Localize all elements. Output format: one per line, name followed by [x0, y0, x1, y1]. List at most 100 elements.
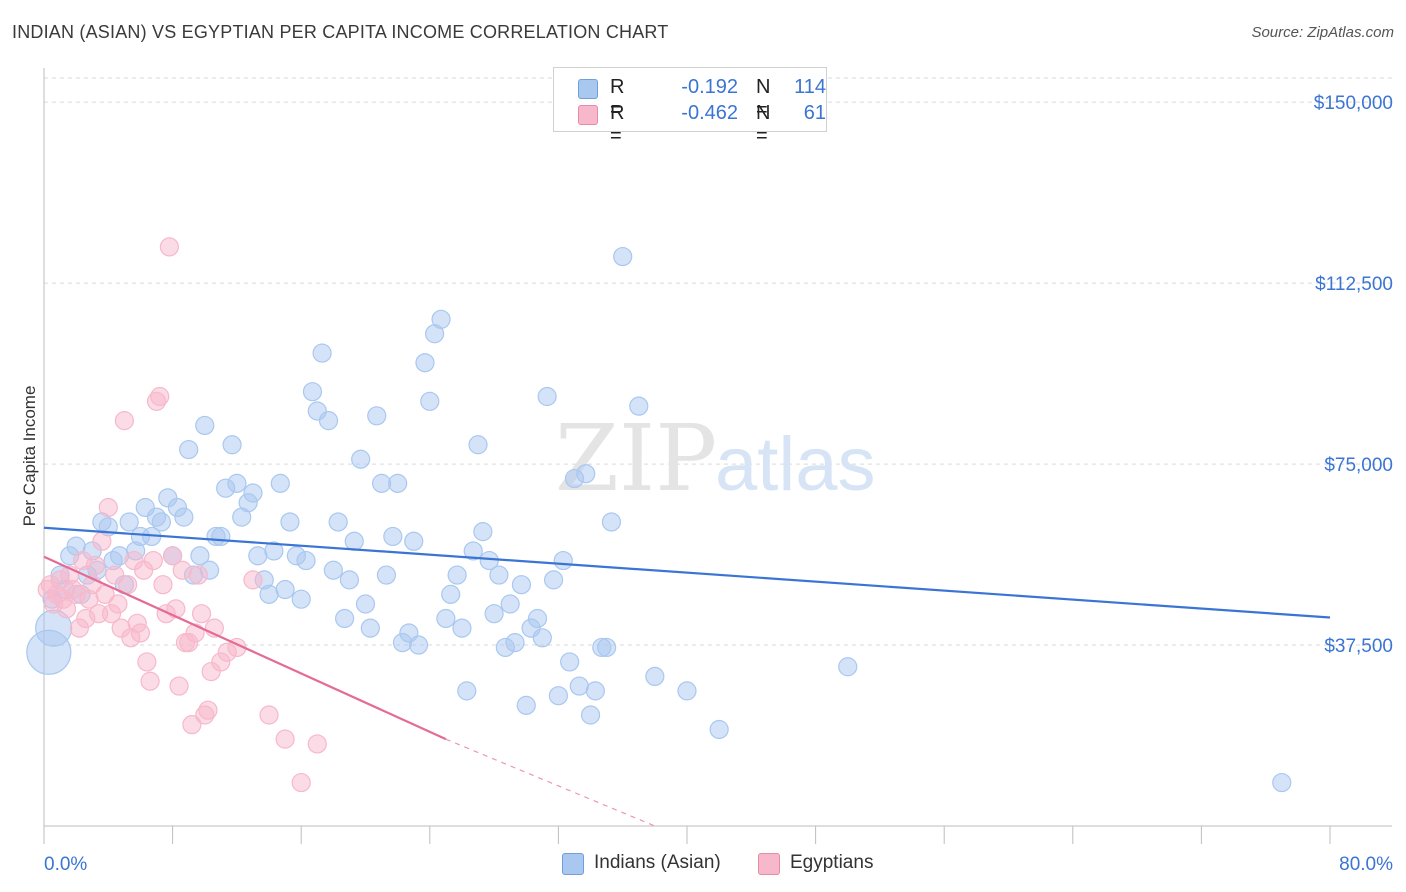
data-point: [613, 246, 633, 267]
data-point: [505, 633, 525, 653]
data-point: [408, 635, 429, 655]
source-label: Source: ZipAtlas.com: [1251, 24, 1394, 41]
data-point: [457, 681, 477, 701]
data-point: [532, 628, 552, 648]
legend-r-value: -0.462: [681, 102, 738, 124]
data-point: [463, 541, 483, 561]
data-point: [489, 565, 509, 585]
legend-r-label: R =: [610, 102, 625, 147]
data-point: [302, 382, 323, 402]
series-indians-points: [26, 246, 1292, 793]
data-point: [351, 449, 371, 469]
data-point: [56, 599, 77, 619]
x-tick-label-max: 80.0%: [1339, 854, 1393, 875]
data-point: [85, 555, 106, 576]
data-point: [838, 657, 858, 677]
data-point: [140, 671, 160, 691]
data-point: [548, 686, 569, 706]
data-point: [645, 666, 665, 687]
y-tick-label-2: $112,500: [1315, 274, 1393, 295]
data-point: [188, 565, 208, 585]
data-point: [500, 594, 520, 614]
data-point: [243, 570, 263, 590]
legend-n-value: 61: [803, 102, 826, 124]
data-point: [259, 584, 279, 604]
data-point: [335, 608, 355, 629]
bottom-legend-label-indians: Indians (Asian): [594, 852, 721, 873]
data-point: [677, 681, 697, 701]
data-point: [114, 411, 134, 431]
data-point: [388, 473, 408, 493]
data-point: [275, 579, 295, 600]
watermark-zip: ZIP: [555, 405, 717, 512]
legend-n-value: 114: [794, 76, 826, 98]
data-point: [473, 522, 493, 542]
axis-labels: $37,500 $75,000 $112,500 $150,000 0.0% 80.0% P…: [20, 93, 1393, 875]
bottom-legend-swatch-egyptians: [758, 853, 780, 875]
data-point: [98, 497, 118, 518]
legend-r-label: R =: [610, 76, 625, 121]
data-point: [172, 560, 192, 580]
data-point: [151, 512, 171, 532]
y-tick-label-3: $150,000: [1314, 93, 1393, 114]
data-point: [191, 604, 212, 624]
data-point: [92, 531, 112, 551]
data-point: [479, 550, 499, 571]
y-tick-label-0: $37,500: [1324, 636, 1393, 657]
data-point: [376, 565, 396, 585]
data-point: [291, 589, 311, 609]
data-point: [119, 512, 139, 532]
data-point: [576, 464, 596, 484]
trend-lines: [43, 526, 1331, 827]
correlation-legend: R = -0.192 N = 114 R = -0.462 N = 61: [553, 67, 827, 147]
data-point: [291, 772, 311, 793]
data-point: [312, 343, 332, 363]
data-point: [270, 473, 290, 493]
data-point: [275, 729, 295, 749]
data-point: [516, 695, 536, 715]
axes: [43, 68, 1392, 844]
data-point: [163, 546, 183, 566]
data-point: [243, 483, 263, 503]
data-point: [360, 618, 380, 638]
data-point: [580, 705, 601, 725]
data-point: [560, 652, 580, 672]
data-point: [601, 512, 622, 532]
data-point: [296, 550, 316, 571]
legend-n-label: N =: [756, 76, 771, 121]
data-point: [543, 570, 564, 590]
data-point: [222, 435, 242, 455]
data-point: [629, 396, 649, 416]
data-point: [328, 512, 348, 532]
data-point: [383, 526, 403, 547]
data-point: [137, 652, 157, 672]
data-point: [153, 575, 173, 595]
data-point: [195, 415, 215, 436]
data-point: [318, 411, 339, 431]
legend-swatch-indians: [578, 79, 598, 99]
trend-line-1: [43, 555, 447, 741]
data-point: [537, 386, 557, 407]
data-point: [323, 560, 343, 580]
data-point: [169, 676, 189, 696]
data-point: [307, 734, 327, 754]
data-point: [150, 386, 170, 407]
data-point: [227, 473, 247, 493]
data-point: [105, 565, 125, 585]
data-point: [108, 594, 128, 614]
data-point: [185, 623, 205, 643]
watermark: ZIP atlas: [555, 405, 876, 512]
data-point: [280, 512, 300, 532]
data-point: [143, 550, 163, 571]
data-point: [447, 565, 467, 585]
trend-line-0: [43, 526, 1331, 619]
data-point: [441, 584, 461, 604]
data-point: [484, 604, 504, 624]
data-point: [179, 439, 199, 460]
data-point: [511, 575, 532, 595]
data-point: [259, 705, 279, 725]
data-point: [452, 618, 472, 638]
y-axis-title: Per Capita Income: [20, 386, 39, 527]
data-point: [569, 676, 589, 696]
data-point: [553, 550, 573, 571]
